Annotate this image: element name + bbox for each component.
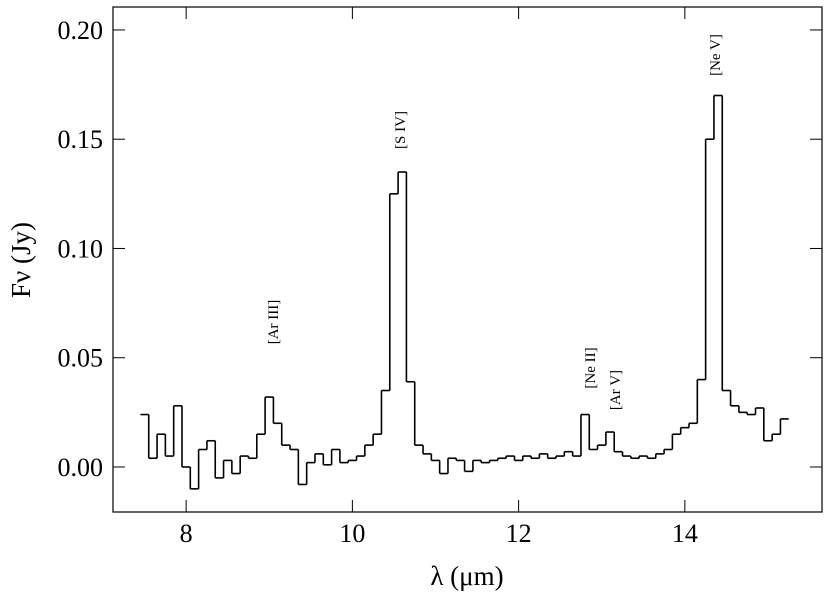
- y-tick-label: 0.00: [58, 453, 104, 482]
- x-axis-label: λ (μm): [430, 561, 503, 591]
- line-annotation: [Ne V]: [708, 34, 724, 76]
- x-tick-label: 14: [672, 519, 698, 548]
- x-tick-label: 10: [339, 519, 365, 548]
- y-tick-label: 0.15: [58, 125, 104, 154]
- line-annotation: [Ar III]: [266, 300, 282, 345]
- x-tick-label: 12: [506, 519, 532, 548]
- y-tick-label: 0.20: [58, 16, 104, 45]
- line-annotation: [S IV]: [393, 111, 409, 149]
- line-annotation: [Ar V]: [608, 370, 624, 410]
- line-annotation: [Ne II]: [583, 347, 599, 388]
- plot-frame: [112, 6, 823, 513]
- y-tick-label: 0.10: [58, 234, 104, 263]
- x-tick-label: 8: [180, 519, 193, 548]
- y-tick-label: 0.05: [58, 344, 104, 373]
- y-axis-label: Fν (Jy): [6, 222, 36, 298]
